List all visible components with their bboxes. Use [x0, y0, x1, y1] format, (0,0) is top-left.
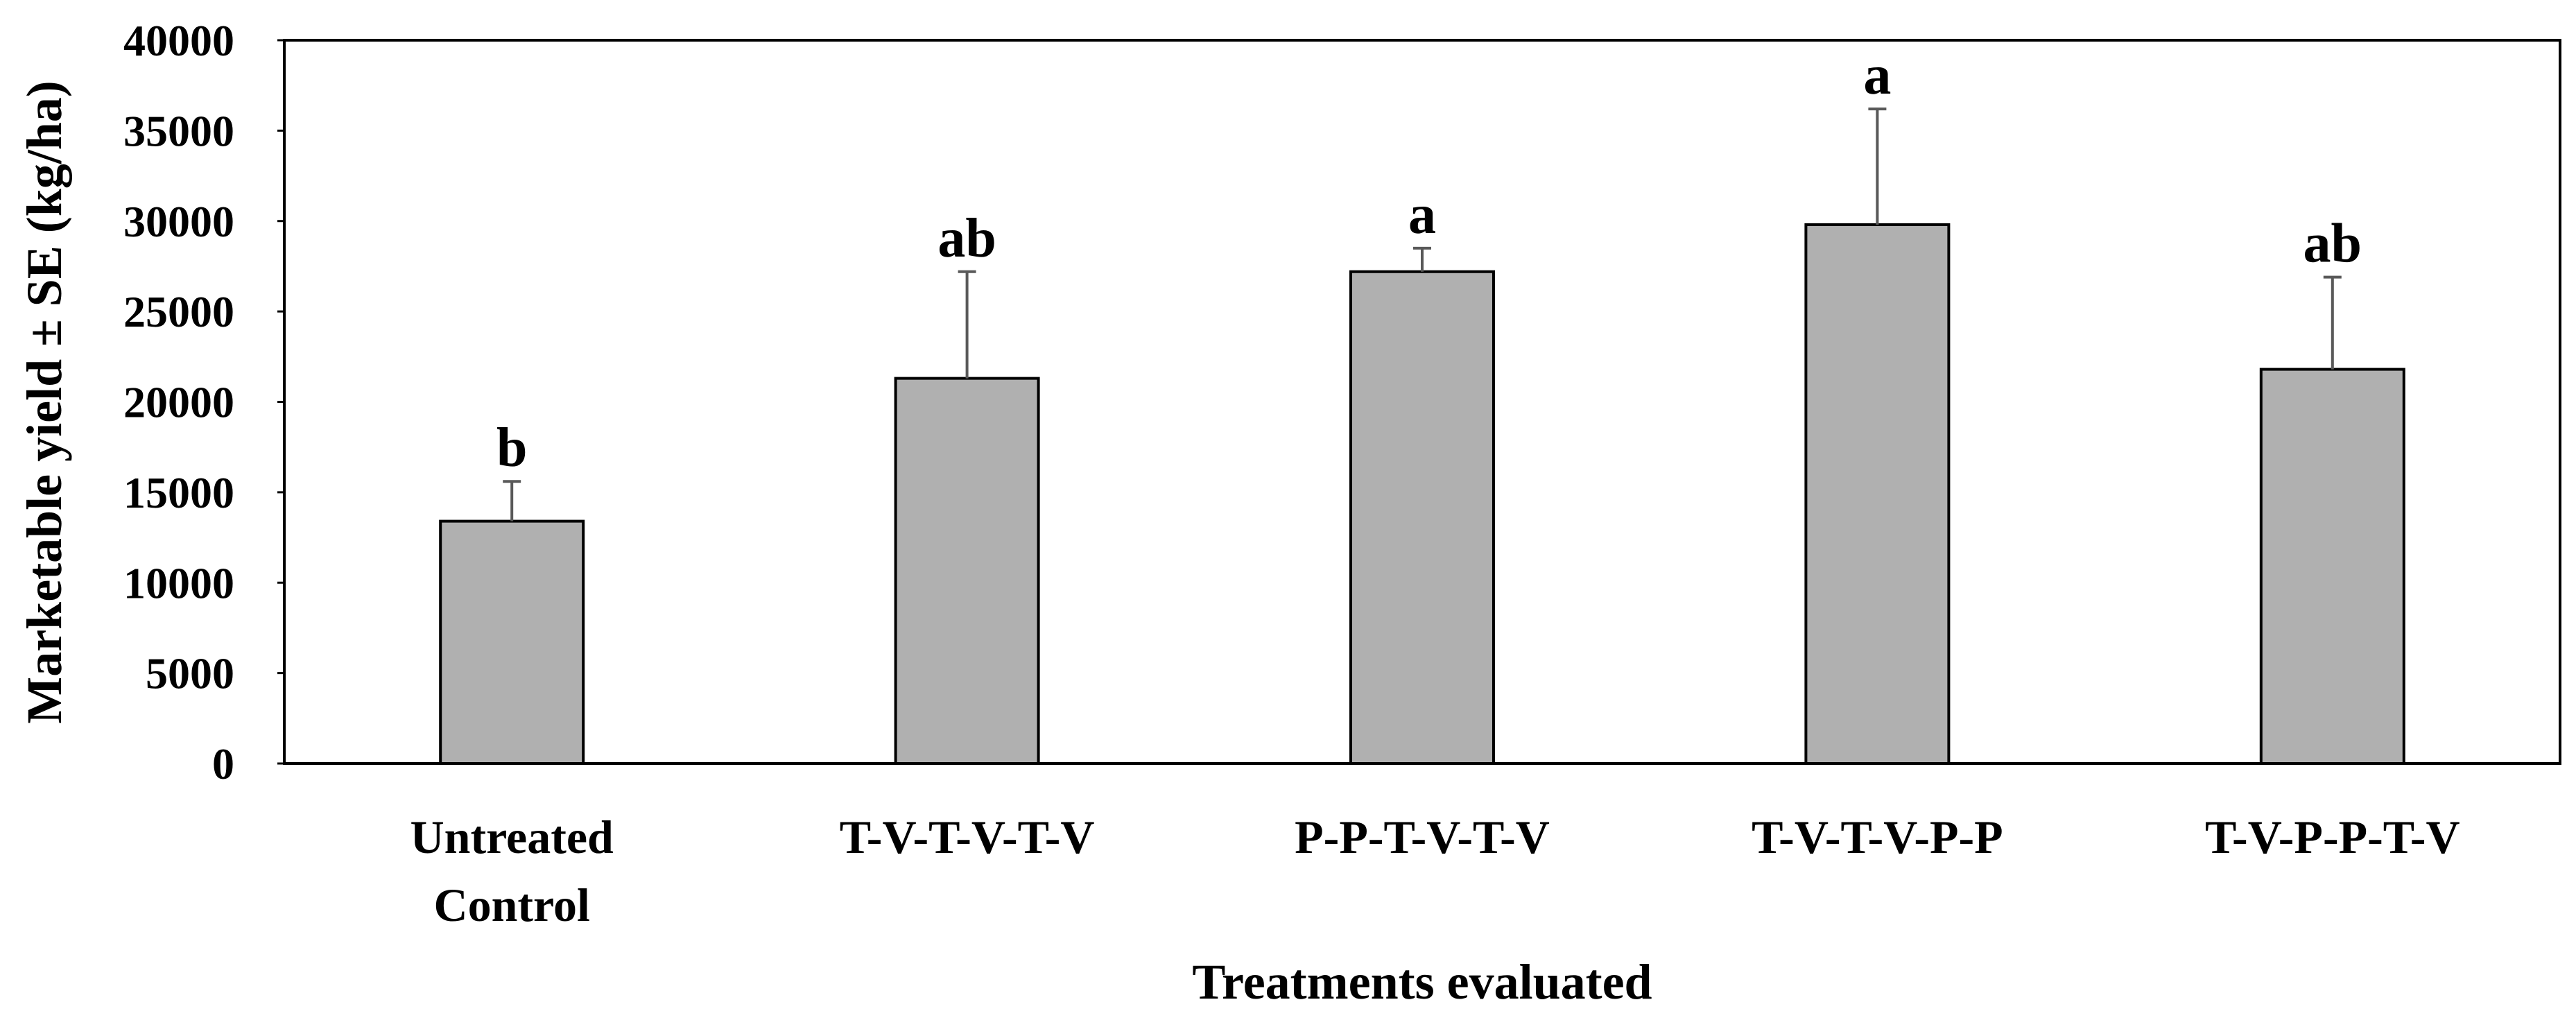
x-tick-label-0-line-1: Control [433, 879, 589, 931]
bars [439, 223, 2405, 765]
x-tick-label-0-line-0: Untreated [410, 811, 614, 863]
x-tick-label-4: T-V-P-P-T-V [2205, 811, 2460, 863]
significance-letter-0: b [496, 417, 528, 478]
bar-0 [439, 519, 585, 765]
significance-letter-1: ab [937, 208, 996, 269]
x-tick-label-3: T-V-T-V-P-P [1752, 811, 2003, 863]
y-axis-ticks: 0 5000 10000 15000 20000 25000 30000 35000 40000 [123, 16, 284, 788]
y-tick-label-8: 40000 [123, 16, 234, 65]
bar-3 [1804, 223, 1951, 765]
y-tick-label-1: 5000 [146, 649, 234, 698]
y-tick-label-2: 10000 [123, 558, 234, 607]
significance-letter-2: a [1408, 184, 1436, 245]
y-tick-label-3: 15000 [123, 468, 234, 517]
significance-letters: b ab a a ab [496, 45, 2362, 478]
y-tick-label-0: 0 [212, 739, 234, 788]
y-tick-label-4: 20000 [123, 378, 234, 427]
x-tick-label-1: T-V-T-V-T-V [840, 811, 1095, 863]
y-tick-label-5: 25000 [123, 287, 234, 336]
bar-2 [1349, 270, 1495, 765]
bar-4 [2259, 368, 2405, 765]
y-tick-label-7: 35000 [123, 106, 234, 155]
significance-letter-4: ab [2303, 214, 2362, 275]
y-tick-label-6: 30000 [123, 197, 234, 246]
significance-letter-3: a [1863, 45, 1891, 106]
bar-1 [894, 377, 1040, 765]
x-tick-label-2: P-P-T-V-T-V [1295, 811, 1550, 863]
x-axis-title: Treatments evaluated [1192, 954, 1652, 1010]
x-axis-category-labels: Untreated Control T-V-T-V-T-V P-P-T-V-T-V T-… [410, 811, 2460, 931]
y-axis-title: Marketable yield ± SE (kg/ha) [17, 80, 72, 724]
error-bars [503, 107, 2342, 521]
